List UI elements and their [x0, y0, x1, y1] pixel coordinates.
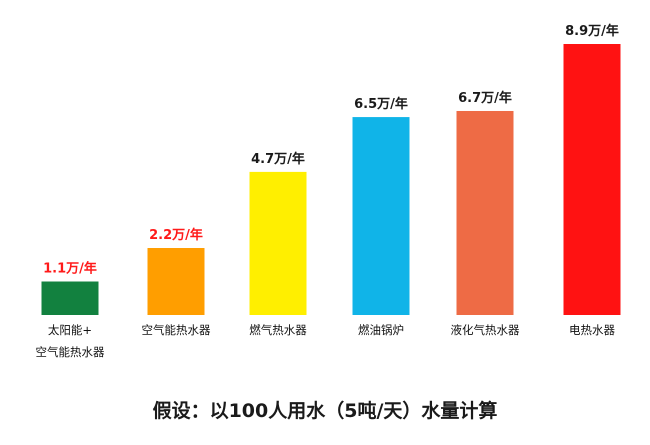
value-label-2: 4.7万/年	[251, 151, 305, 167]
bar-chart: 1.1万/年太阳能+空气能热水器2.2万/年空气能热水器4.7万/年燃气热水器6…	[36, 23, 621, 359]
bar-0	[41, 281, 99, 315]
value-label-4: 6.7万/年	[458, 90, 512, 106]
category-label-2: 燃气热水器	[249, 323, 307, 337]
value-label-5: 8.9万/年	[565, 23, 619, 39]
value-label-3: 6.5万/年	[354, 96, 408, 112]
bar-4	[456, 110, 514, 315]
category-label-0-1: 空气能热水器	[36, 345, 105, 359]
bar-3	[352, 117, 410, 316]
bar-1	[147, 248, 205, 315]
category-label-3: 燃油锅炉	[358, 323, 404, 337]
category-label-1: 空气能热水器	[142, 323, 211, 337]
bar-5	[563, 44, 621, 315]
category-label-5: 电热水器	[569, 323, 615, 337]
bar-2	[249, 171, 307, 315]
category-label-0-0: 太阳能+	[48, 323, 92, 337]
chart-caption: 假设：以100人用水（5吨/天）水量计算	[152, 400, 498, 422]
category-label-4: 液化气热水器	[451, 323, 520, 337]
value-label-1: 2.2万/年	[149, 227, 203, 243]
value-label-0: 1.1万/年	[43, 261, 97, 277]
